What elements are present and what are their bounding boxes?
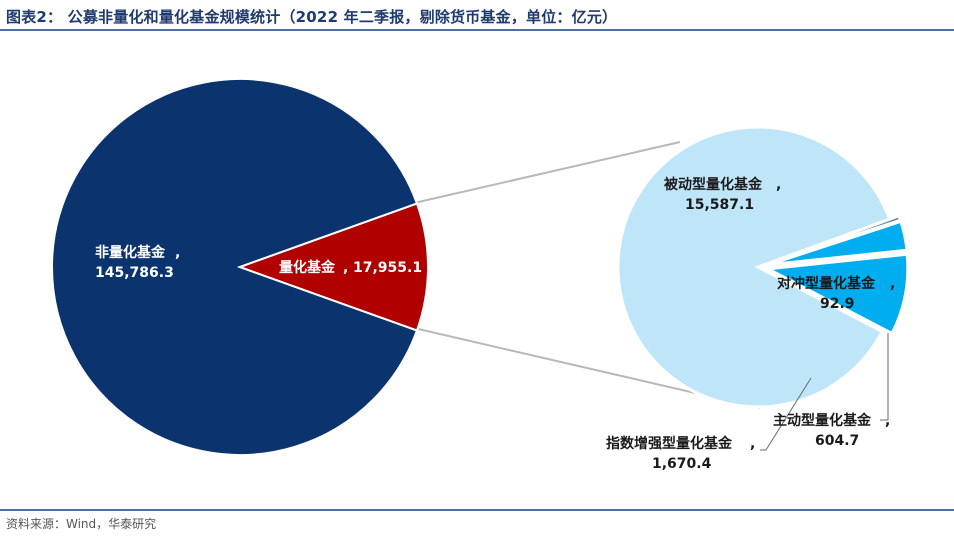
label-passive-name: 被动型量化基金 bbox=[664, 176, 763, 193]
label-quant-value: 17,955.1 bbox=[353, 260, 422, 276]
pie-slice-active-quant bbox=[767, 219, 909, 267]
source-note: 资料来源：Wind，华泰研究 bbox=[6, 517, 157, 531]
bottom-divider bbox=[0, 509, 954, 511]
leader-line-enhanced bbox=[760, 377, 812, 451]
label-quant-name: 量化基金 bbox=[279, 259, 336, 276]
top-divider bbox=[0, 29, 954, 31]
pie-slice-quant bbox=[237, 202, 429, 332]
label-nonquant-name: 非量化基金 bbox=[95, 244, 166, 261]
label-enhanced-sep: , bbox=[750, 436, 755, 452]
label-hedge-value: 92.9 bbox=[820, 296, 855, 312]
label-enhanced-name: 指数增强型量化基金 bbox=[606, 435, 733, 452]
label-passive-value: 15,587.1 bbox=[685, 197, 754, 213]
label-nonquant-sep: , bbox=[175, 245, 180, 261]
label-passive-sep: , bbox=[776, 177, 781, 193]
label-active-value: 604.7 bbox=[815, 433, 859, 449]
label-hedge-sep: , bbox=[890, 276, 895, 292]
label-active-sep: , bbox=[885, 413, 890, 429]
label-enhanced-value: 1,670.4 bbox=[652, 456, 712, 472]
leader-line-active bbox=[880, 333, 889, 421]
pie-slice-index-enhanced-quant bbox=[762, 252, 910, 336]
chart-title: 图表2： 公募非量化和量化基金规模统计（2022 年二季报，剔除货币基金，单位：… bbox=[6, 8, 618, 26]
label-quant-sep: , bbox=[343, 260, 348, 276]
connector-line-top bbox=[413, 141, 681, 204]
label-active-name: 主动型量化基金 bbox=[773, 412, 872, 429]
label-nonquant-value: 145,786.3 bbox=[95, 265, 174, 281]
pie-slice-nonquant bbox=[51, 78, 419, 456]
label-hedge-name: 对冲型量化基金 bbox=[777, 275, 876, 292]
